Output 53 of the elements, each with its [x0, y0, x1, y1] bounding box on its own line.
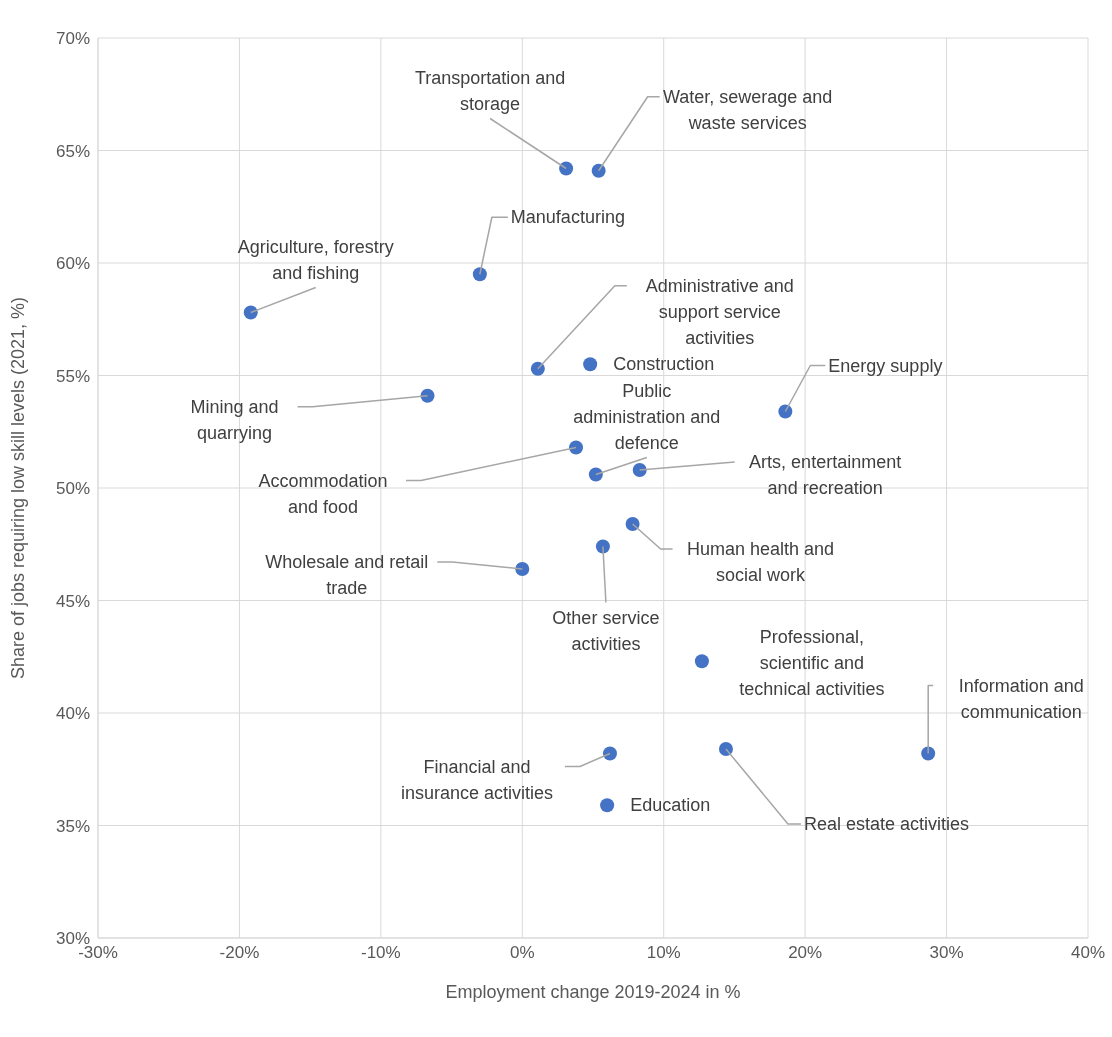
annotation: Water, sewerage and waste services [662, 85, 833, 135]
annotation: Financial and insurance activities [399, 755, 554, 805]
y-tick-label: 65% [55, 141, 90, 161]
point [591, 163, 606, 178]
annotation: Education [630, 794, 711, 818]
point [472, 267, 487, 282]
point [588, 467, 603, 482]
annotation: Accommodation and food [257, 469, 389, 519]
point [515, 562, 530, 576]
x-tick-label: -20% [219, 943, 260, 963]
y-tick-label: 55% [55, 366, 90, 386]
y-tick-label: 50% [55, 479, 90, 499]
annotation: Administrative and support service activities [644, 274, 795, 350]
y-axis-title: Share of jobs requiring low skill levels (2021, %) [8, 296, 29, 680]
x-tick-label: 0% [510, 943, 535, 963]
y-tick-label: 45% [55, 591, 90, 611]
annotation: Arts, entertainment and recreation [748, 451, 903, 500]
point [600, 798, 615, 813]
annotation: Manufacturing [510, 206, 625, 230]
annotation: Other service activities [551, 606, 661, 656]
point [602, 746, 617, 761]
point [243, 305, 258, 320]
point [718, 742, 733, 756]
point [694, 654, 709, 669]
point [569, 440, 584, 455]
y-tick-label: 60% [55, 254, 90, 274]
point [632, 463, 647, 477]
annotation: Information and communication [957, 674, 1085, 724]
x-tick-label: -10% [361, 943, 401, 963]
x-axis-title: Employment change 2019-2024 in % [445, 982, 741, 1002]
point [530, 361, 545, 376]
annotation: Energy supply [828, 354, 943, 378]
annotation: Wholesale and retail trade [264, 551, 430, 600]
x-tick-label: 10% [646, 943, 681, 963]
annotation: Professional, scientific and technical activities [738, 626, 886, 702]
point [625, 517, 640, 531]
point [559, 161, 574, 176]
x-tick-label: 20% [788, 943, 823, 963]
point [420, 388, 435, 403]
y-tick-label: 70% [55, 29, 90, 49]
x-tick-label: 30% [929, 943, 964, 963]
annotation: Agriculture, forestry and fishing [236, 235, 395, 285]
point [583, 357, 598, 372]
y-tick-label: 35% [55, 816, 90, 836]
annotation: Mining and quarrying [189, 395, 280, 445]
annotation: Public administration and defence [572, 379, 722, 455]
x-tick-label: 40% [1070, 943, 1106, 963]
point [778, 404, 793, 419]
annotation: Real estate activities [803, 813, 970, 836]
annotation: Transportation and storage [413, 66, 567, 116]
annotation: Construction [613, 353, 715, 377]
y-tick-label: 40% [55, 704, 90, 724]
annotation: Human health and social work [686, 538, 836, 587]
